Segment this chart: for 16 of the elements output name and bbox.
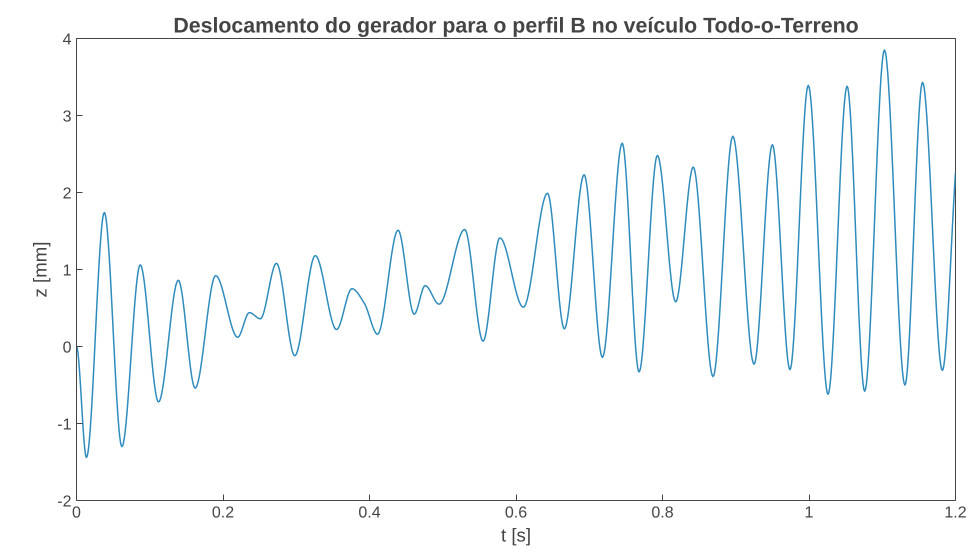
x-tick-label: 1.2 <box>944 504 967 522</box>
x-tick-label: 0.6 <box>504 504 528 522</box>
x-tick-label: 1 <box>804 504 814 522</box>
x-axis-title: t [s] <box>500 524 532 546</box>
chart-title: Deslocamento do gerador para o perfil B no veículo Todo-o-Terreno <box>173 14 859 38</box>
y-tick-label: 0 <box>62 340 72 356</box>
y-tick-label: 3 <box>62 108 72 126</box>
y-tick-label: -1 <box>57 416 72 434</box>
x-tick-label: 0.2 <box>212 504 234 522</box>
y-tick-label: 2 <box>62 186 72 202</box>
x-tick-label: 0.8 <box>651 504 674 522</box>
y-tick-label: 4 <box>62 32 72 48</box>
y-axis-title: z [mm] <box>29 242 50 298</box>
y-tick-label: -2 <box>57 494 72 510</box>
x-tick-label: 0.4 <box>358 504 381 522</box>
y-tick-label: 1 <box>62 262 72 280</box>
